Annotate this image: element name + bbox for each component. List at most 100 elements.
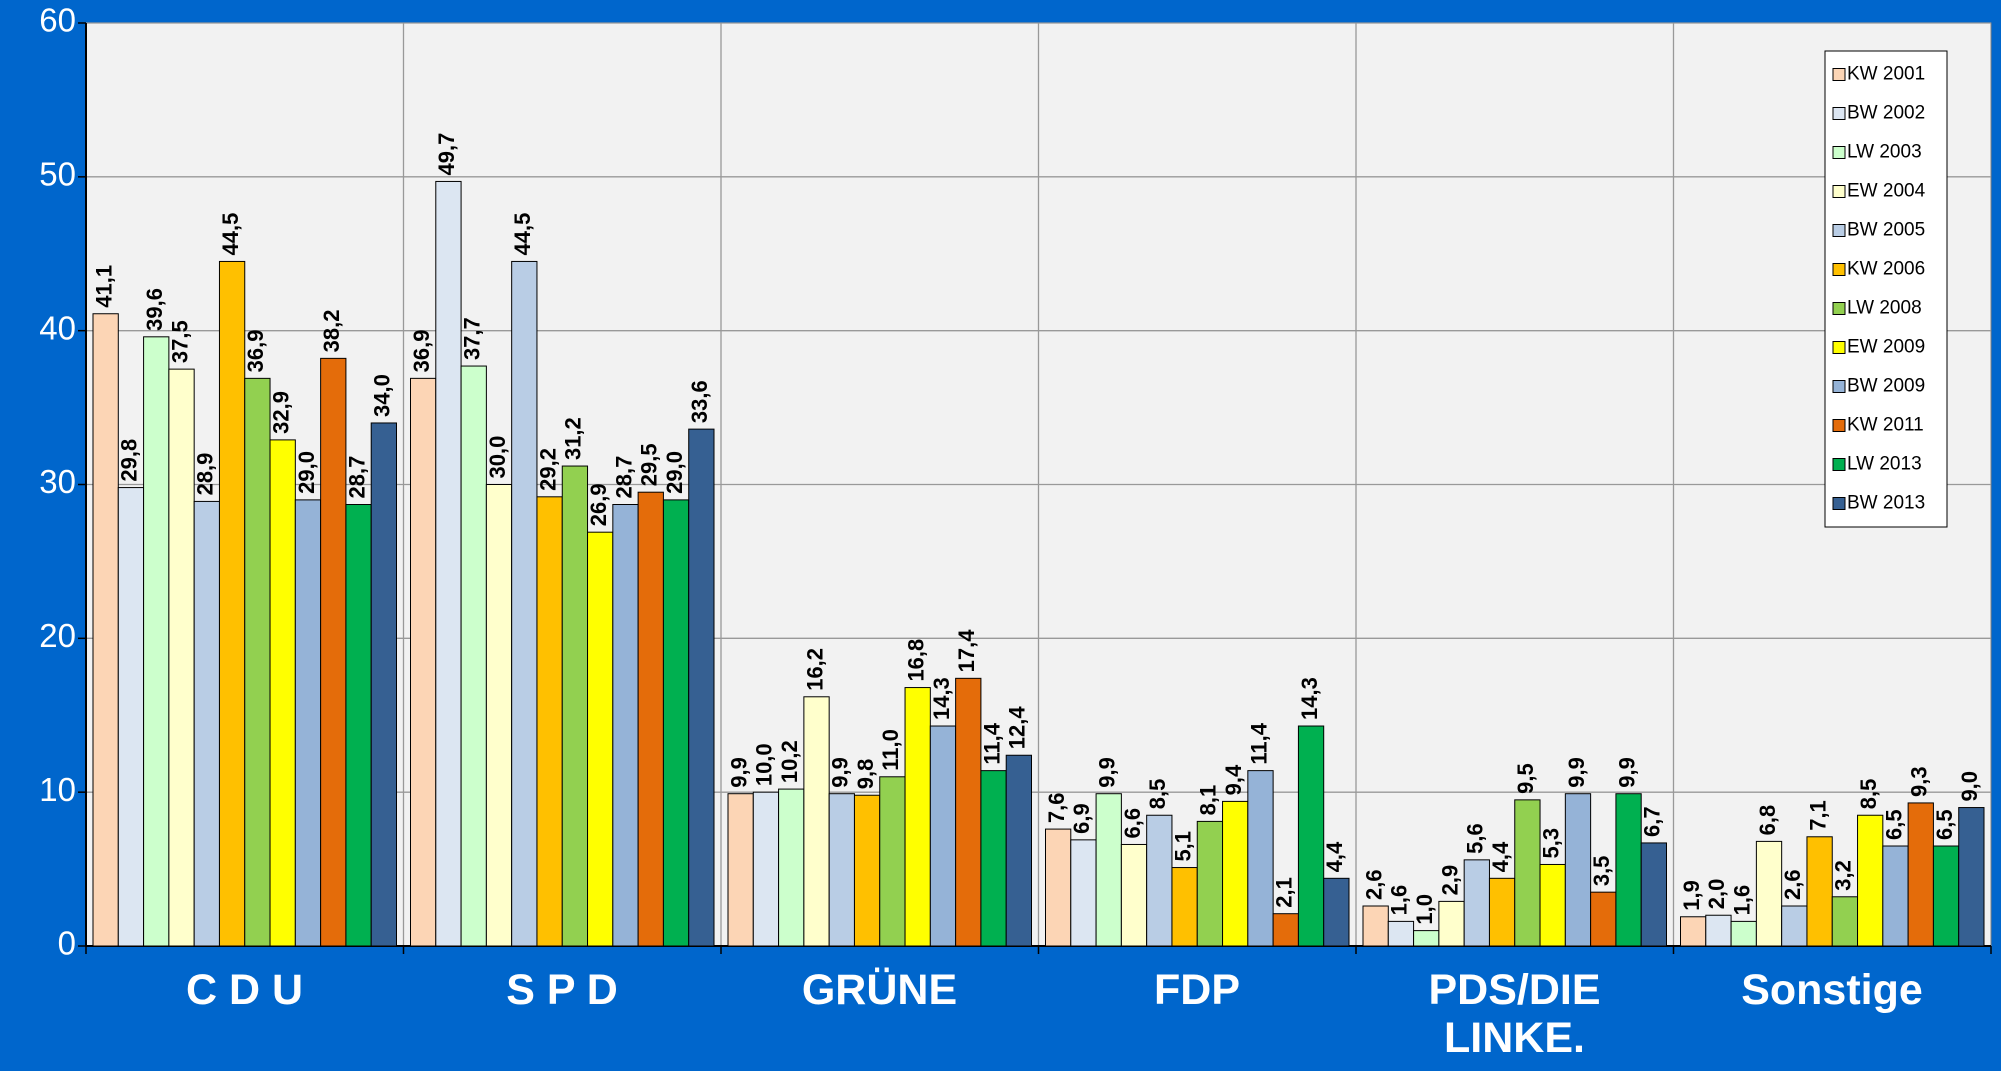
bar	[1932, 845, 1960, 947]
value-label: 41,1	[91, 265, 116, 308]
bar	[410, 377, 437, 947]
legend-label: BW 2005	[1847, 220, 1925, 241]
value-label: 1,6	[1387, 885, 1412, 916]
value-label: 1,9	[1679, 880, 1704, 911]
value-label: 9,4	[1221, 764, 1246, 795]
value-label: 3,5	[1589, 856, 1614, 887]
value-label: 9,9	[726, 757, 751, 788]
value-label: 44,5	[218, 213, 243, 256]
value-label: 2,6	[1361, 869, 1386, 900]
bar	[269, 439, 296, 947]
bar	[1781, 905, 1808, 947]
value-label: 7,6	[1044, 792, 1069, 823]
bar	[688, 428, 715, 947]
value-label: 11,4	[1246, 722, 1271, 764]
value-label: 26,9	[586, 483, 611, 526]
legend-swatch	[1832, 458, 1846, 471]
bar	[1857, 814, 1884, 947]
x-tick-label: GRÜNE	[801, 966, 958, 1014]
value-label: 29,2	[535, 448, 560, 491]
bar	[727, 793, 754, 947]
value-label: 6,9	[1069, 803, 1094, 834]
bar	[1590, 891, 1617, 947]
legend-swatch	[1832, 341, 1846, 354]
bar	[1640, 842, 1668, 947]
bar	[435, 180, 462, 947]
legend-swatch	[1832, 380, 1846, 393]
bar	[218, 260, 246, 947]
value-label: 14,3	[1297, 677, 1322, 720]
bar	[1146, 814, 1173, 947]
legend-swatch	[1832, 185, 1846, 198]
legend-label: BW 2013	[1847, 493, 1925, 514]
value-label: 29,5	[637, 443, 662, 486]
legend-label: KW 2011	[1847, 415, 1924, 436]
x-tick-label: FDP	[1154, 966, 1240, 1014]
legend-swatch	[1832, 263, 1846, 276]
bar	[168, 368, 195, 947]
value-label: 9,9	[1564, 757, 1589, 788]
bar	[1222, 800, 1249, 947]
value-label: 1,0	[1412, 894, 1437, 925]
bar	[511, 260, 538, 947]
legend-label: LW 2013	[1847, 454, 1922, 475]
bar	[853, 794, 881, 947]
value-label: 5,1	[1170, 831, 1195, 862]
bar	[561, 465, 589, 947]
value-label: 7,1	[1805, 800, 1830, 831]
bar	[294, 499, 322, 947]
legend-label: LW 2008	[1847, 298, 1922, 319]
value-label: 2,9	[1437, 865, 1462, 896]
legend-label: BW 2002	[1847, 103, 1925, 124]
legend-label: EW 2004	[1847, 181, 1926, 202]
bar	[1705, 914, 1732, 947]
value-label: 32,9	[269, 391, 294, 434]
bar	[143, 336, 170, 947]
x-tick-label: PDS/DIE LINKE.	[1428, 966, 1601, 1062]
value-label: 33,6	[687, 380, 712, 423]
value-label: 28,9	[193, 453, 218, 496]
value-label: 5,3	[1539, 828, 1564, 859]
bar	[803, 696, 830, 947]
value-label: 9,9	[828, 757, 853, 788]
value-label: 9,5	[1513, 763, 1538, 794]
bar	[587, 531, 614, 947]
bar	[904, 687, 931, 947]
value-label: 5,6	[1463, 823, 1488, 854]
value-label: 9,9	[1614, 757, 1639, 788]
y-tick-label: 40	[39, 309, 76, 346]
bar	[536, 496, 563, 947]
value-label: 28,7	[344, 456, 369, 499]
value-label: 9,9	[1095, 757, 1120, 788]
value-label: 1,6	[1730, 885, 1755, 916]
value-label: 30,0	[485, 436, 510, 479]
value-label: 3,2	[1831, 860, 1856, 891]
bar	[460, 365, 487, 947]
value-label: 37,7	[460, 317, 485, 360]
bar	[1564, 793, 1592, 947]
bar	[1438, 900, 1465, 947]
value-label: 12,4	[1005, 706, 1030, 750]
value-label: 8,5	[1145, 779, 1170, 810]
value-label: 6,8	[1755, 805, 1780, 836]
legend-label: LW 2003	[1847, 142, 1922, 163]
y-tick-label: 10	[39, 771, 76, 808]
legend-label: KW 2001	[1847, 64, 1925, 85]
value-label: 9,0	[1957, 771, 1982, 802]
value-label: 38,2	[319, 310, 344, 353]
value-label: 44,5	[510, 213, 535, 256]
legend-swatch	[1832, 224, 1846, 237]
bar	[1831, 896, 1859, 947]
value-label: 8,1	[1196, 785, 1221, 816]
value-label: 14,3	[929, 677, 954, 720]
bar	[1005, 754, 1032, 947]
bar	[752, 791, 780, 947]
value-label: 2,0	[1704, 879, 1729, 910]
bar	[1615, 793, 1642, 947]
value-label: 2,1	[1272, 877, 1297, 908]
y-tick-label: 20	[39, 617, 76, 654]
bar	[1297, 725, 1325, 947]
bar	[1730, 920, 1757, 947]
legend-swatch	[1832, 302, 1846, 315]
bar	[955, 677, 982, 947]
